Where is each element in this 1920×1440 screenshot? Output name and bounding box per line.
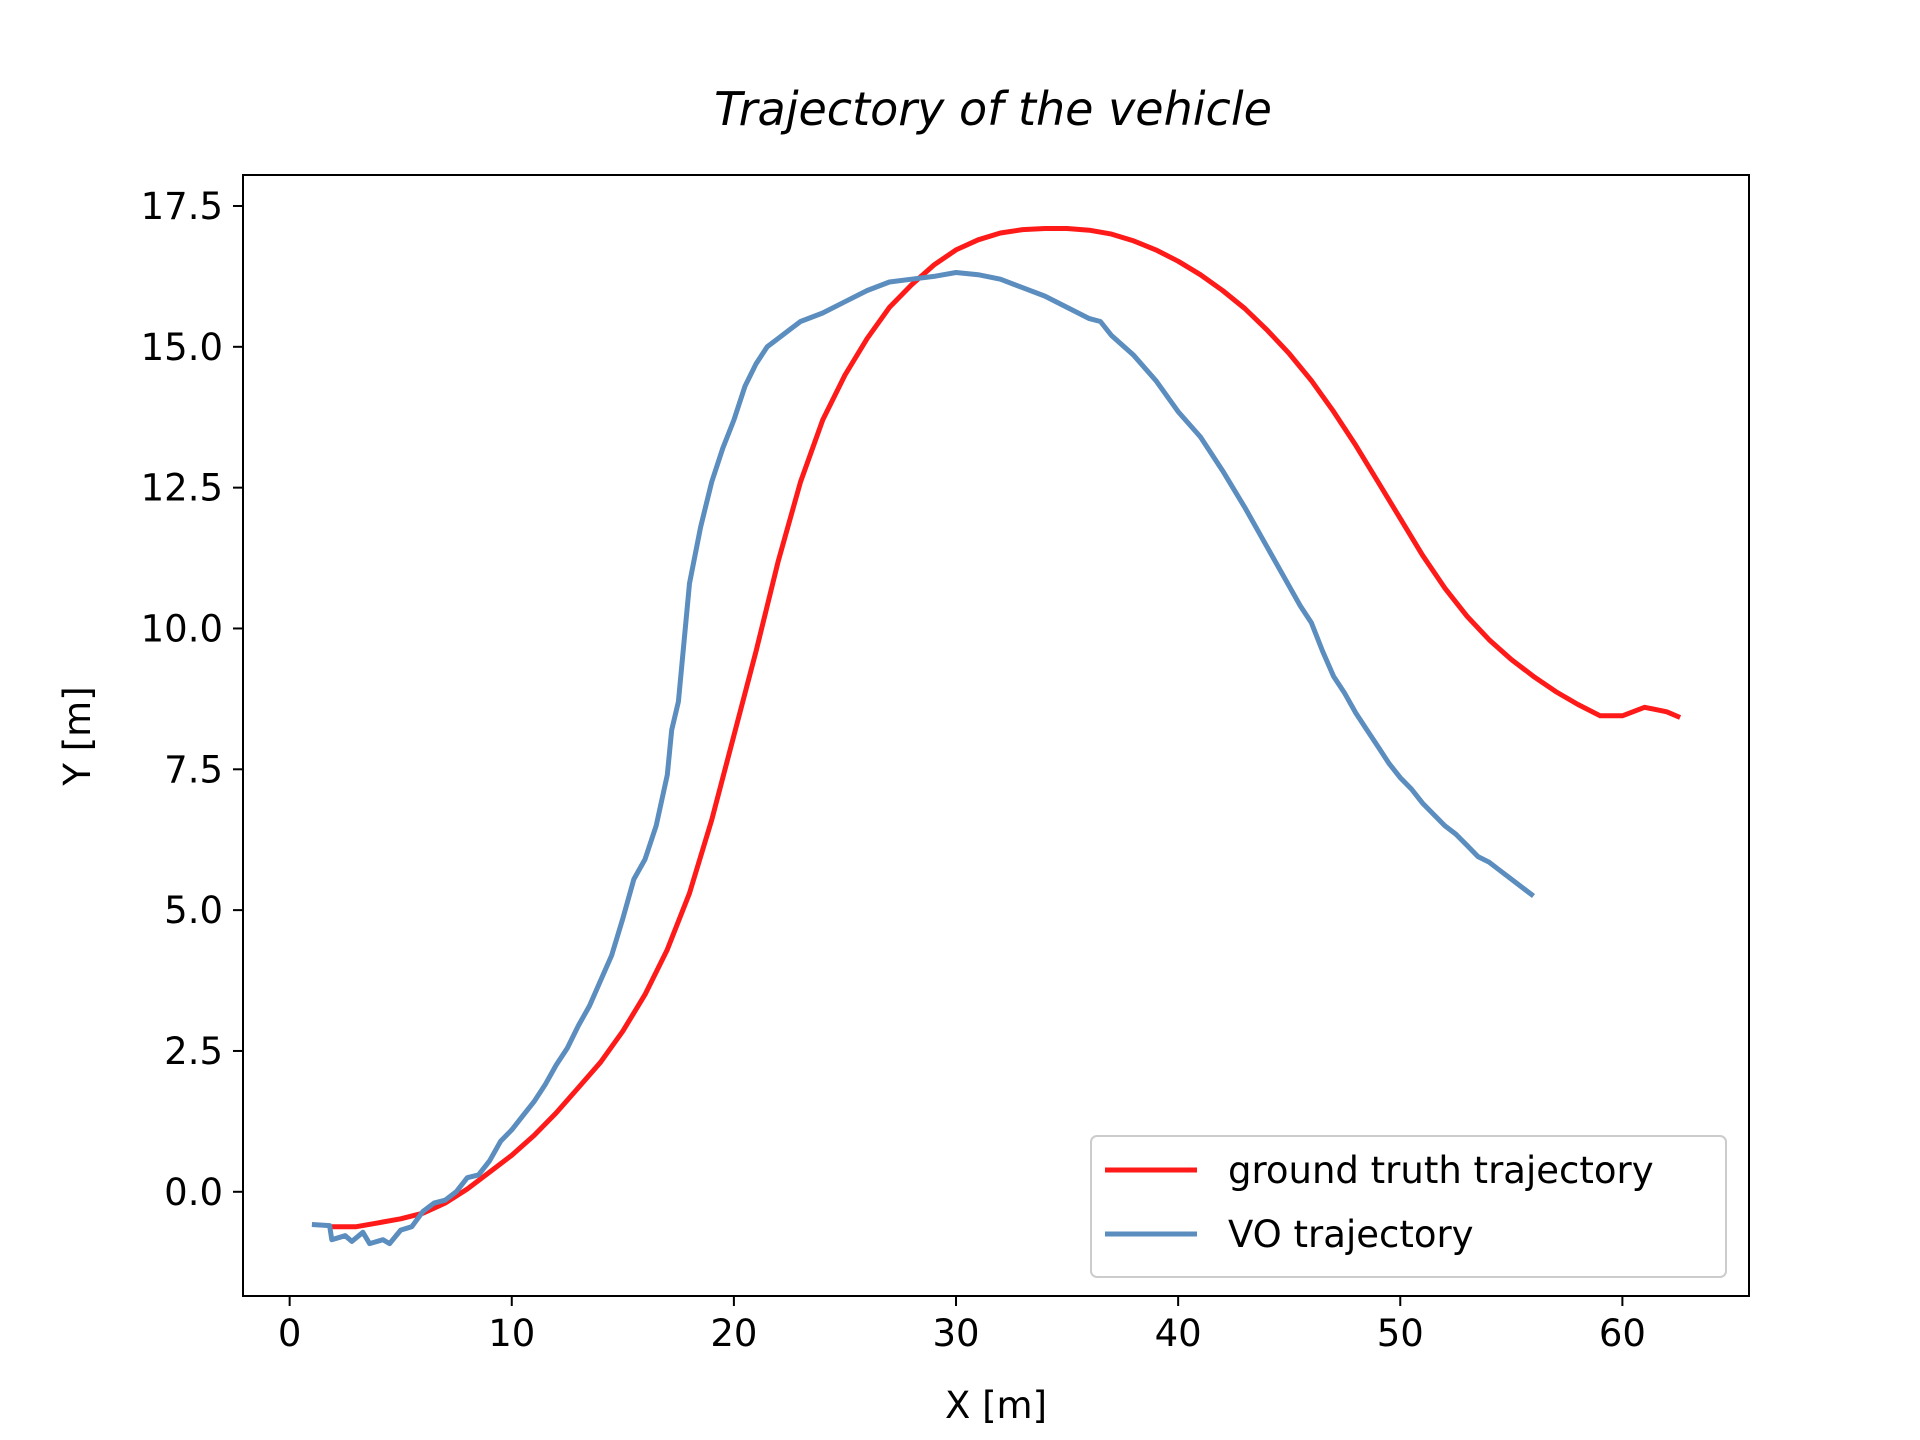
y-tick-label: 0.0 xyxy=(164,1171,223,1214)
plot-frame xyxy=(242,174,1750,1297)
y-axis-label: Y [m] xyxy=(56,686,99,786)
series-group xyxy=(311,226,1682,1247)
y-tick-label: 5.0 xyxy=(164,889,223,932)
x-tick-label: 40 xyxy=(1155,1312,1202,1355)
x-tick-label: 30 xyxy=(932,1312,979,1355)
y-tick-label: 17.5 xyxy=(141,185,223,228)
y-tick-label: 2.5 xyxy=(164,1030,223,1073)
ground-truth-trajectory-line xyxy=(329,226,1682,1230)
x-tick-label: 10 xyxy=(488,1312,535,1355)
x-axis-label: X [m] xyxy=(945,1384,1047,1427)
y-tick-label: 15.0 xyxy=(141,326,223,369)
x-tick-label: 60 xyxy=(1599,1312,1646,1355)
x-axis-ticks: 0 10 20 30 40 50 60 xyxy=(278,1296,1646,1355)
legend-box xyxy=(1090,1135,1727,1278)
legend-label-vo: VO trajectory xyxy=(1228,1213,1474,1256)
legend-label-ground-truth: ground truth trajectory xyxy=(1228,1149,1654,1192)
y-tick-label: 12.5 xyxy=(141,467,223,510)
x-tick-label: 20 xyxy=(710,1312,757,1355)
vo-trajectory-line xyxy=(311,270,1536,1247)
plot-background xyxy=(243,175,1749,1296)
y-axis-ticks: 0.0 2.5 5.0 7.5 10.0 12.5 15.0 17.5 xyxy=(141,185,243,1214)
plot-area xyxy=(242,174,1750,1297)
y-tick-label: 10.0 xyxy=(141,607,223,650)
legend: ground truth trajectory VO trajectory xyxy=(1090,1135,1727,1278)
x-tick-label: 50 xyxy=(1377,1312,1424,1355)
y-tick-label: 7.5 xyxy=(164,748,223,791)
x-tick-label: 0 xyxy=(278,1312,302,1355)
chart-title: Trajectory of the vehicle xyxy=(714,82,1272,136)
